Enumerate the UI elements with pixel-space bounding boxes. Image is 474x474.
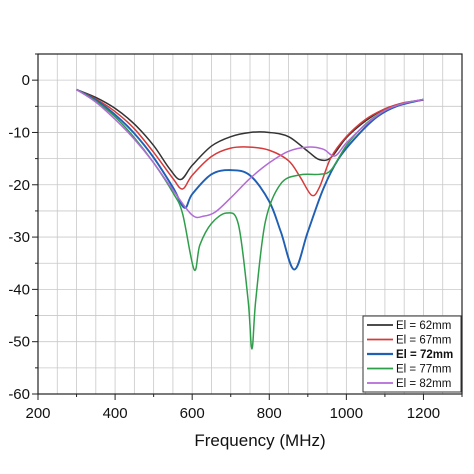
series-line-5	[76, 88, 424, 219]
y-tick-label: 0	[22, 72, 30, 89]
x-tick-label: 200	[25, 405, 50, 422]
y-tick-label: -40	[8, 281, 30, 298]
legend-label-3: El = 72mm	[396, 349, 453, 361]
legend-label-2: El = 67mm	[396, 335, 451, 347]
plot-frame	[37, 53, 463, 395]
legend-label-1: El = 62mm	[396, 320, 451, 332]
axis-ticks: 200 400 600 800 1000 1200 0 -10 -20 -30 -40 -50 -60	[8, 53, 463, 422]
y-tick-label: -10	[8, 124, 30, 141]
y-tick-label: -60	[8, 386, 30, 403]
legend-label-5: El = 82mm	[396, 378, 451, 390]
series-line-3	[76, 88, 424, 271]
x-tick-label: 400	[103, 405, 128, 422]
x-tick-label: 1200	[407, 405, 440, 422]
x-axis-title: Frequency (MHz)	[194, 431, 325, 450]
y-tick-label: -20	[8, 177, 30, 194]
legend-label-4: El = 77mm	[396, 364, 451, 376]
y-tick-label: -30	[8, 229, 30, 246]
x-tick-label: 800	[257, 405, 282, 422]
x-tick-label: 1000	[330, 405, 363, 422]
y-tick-label: -50	[8, 334, 30, 351]
x-tick-label: 600	[180, 405, 205, 422]
series-line-2	[76, 88, 424, 197]
legend: El = 62mm El = 67mm El = 72mm El = 77mm El =…	[362, 315, 462, 393]
series-line-1	[76, 88, 424, 181]
series-lines	[76, 88, 424, 350]
